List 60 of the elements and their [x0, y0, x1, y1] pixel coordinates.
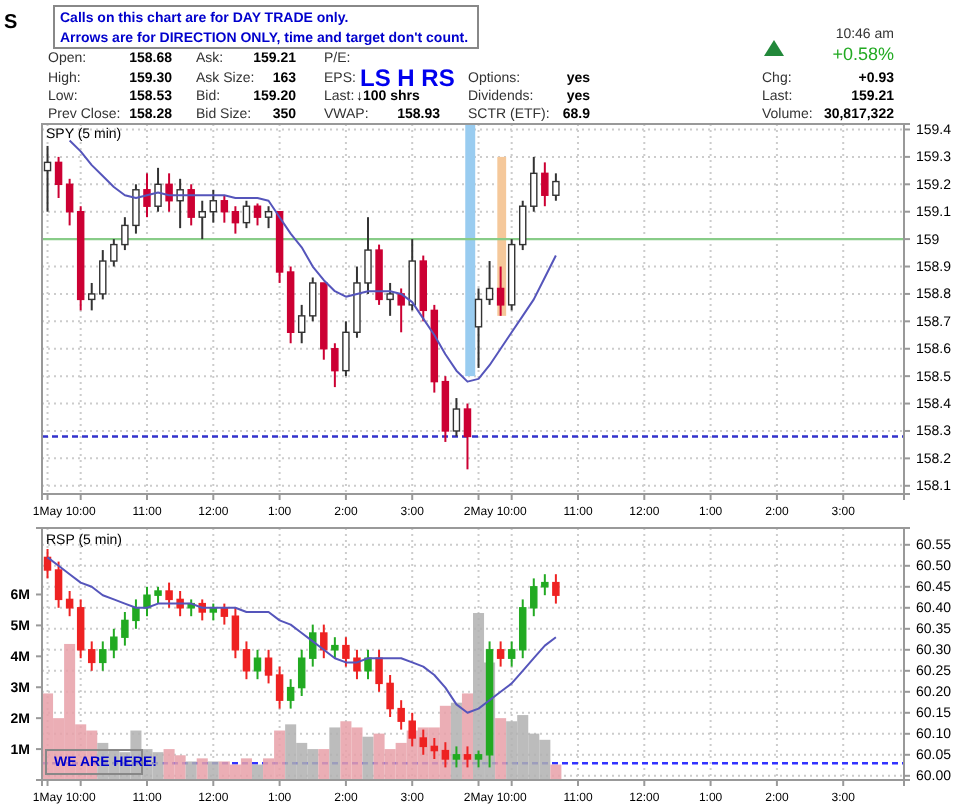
candlestick	[286, 678, 295, 710]
text: LS H RS	[360, 64, 455, 92]
candlestick	[474, 287, 483, 369]
bar	[196, 758, 208, 780]
candlestick	[518, 598, 527, 660]
candlestick	[264, 648, 273, 685]
candlestick	[264, 205, 273, 230]
candlestick	[187, 183, 195, 227]
candlestick	[507, 640, 516, 668]
candlestick	[452, 397, 461, 438]
candlestick	[275, 665, 284, 710]
candlestick	[452, 745, 461, 769]
candlestick	[331, 636, 339, 660]
candlestick	[242, 199, 251, 230]
candlestick	[43, 144, 52, 213]
candlestick	[87, 281, 96, 312]
candlestick	[54, 155, 63, 199]
candlestick	[220, 194, 229, 224]
candlestick	[209, 188, 218, 224]
candlestick	[408, 238, 416, 312]
candlestick	[65, 177, 74, 227]
candlestick	[496, 265, 505, 317]
candlestick	[530, 155, 538, 213]
bar	[550, 764, 562, 780]
candlestick	[165, 172, 173, 213]
line-series	[46, 556, 557, 714]
candlestick	[143, 172, 151, 219]
chart-title: S	[4, 12, 18, 34]
candlestick	[397, 287, 405, 334]
candlestick	[65, 590, 74, 618]
bar	[185, 761, 197, 780]
candlestick	[496, 640, 505, 668]
bar	[362, 736, 374, 780]
candlestick	[154, 166, 162, 213]
candlestick	[198, 199, 206, 241]
bar	[318, 749, 330, 780]
bar	[329, 727, 341, 780]
candlestick	[552, 573, 560, 605]
candlestick	[386, 281, 394, 317]
line-series	[68, 139, 557, 383]
candlestick	[54, 560, 63, 609]
candlestick	[552, 172, 560, 202]
candlestick	[231, 606, 240, 660]
bar	[207, 761, 219, 780]
candlestick	[87, 640, 96, 672]
candlestick	[463, 745, 472, 769]
candlestick	[231, 205, 240, 235]
candlestick	[253, 202, 262, 227]
candlestick	[297, 648, 306, 697]
candlestick	[76, 598, 85, 660]
candlestick	[518, 199, 527, 252]
bar	[251, 764, 264, 780]
candlestick	[541, 161, 549, 208]
candlestick	[242, 640, 251, 681]
candlestick	[485, 260, 494, 306]
candlestick	[320, 623, 328, 660]
candlestick	[463, 402, 472, 471]
candlestick	[309, 276, 317, 323]
text: +0.58%	[832, 44, 894, 64]
candlestick	[297, 303, 306, 345]
